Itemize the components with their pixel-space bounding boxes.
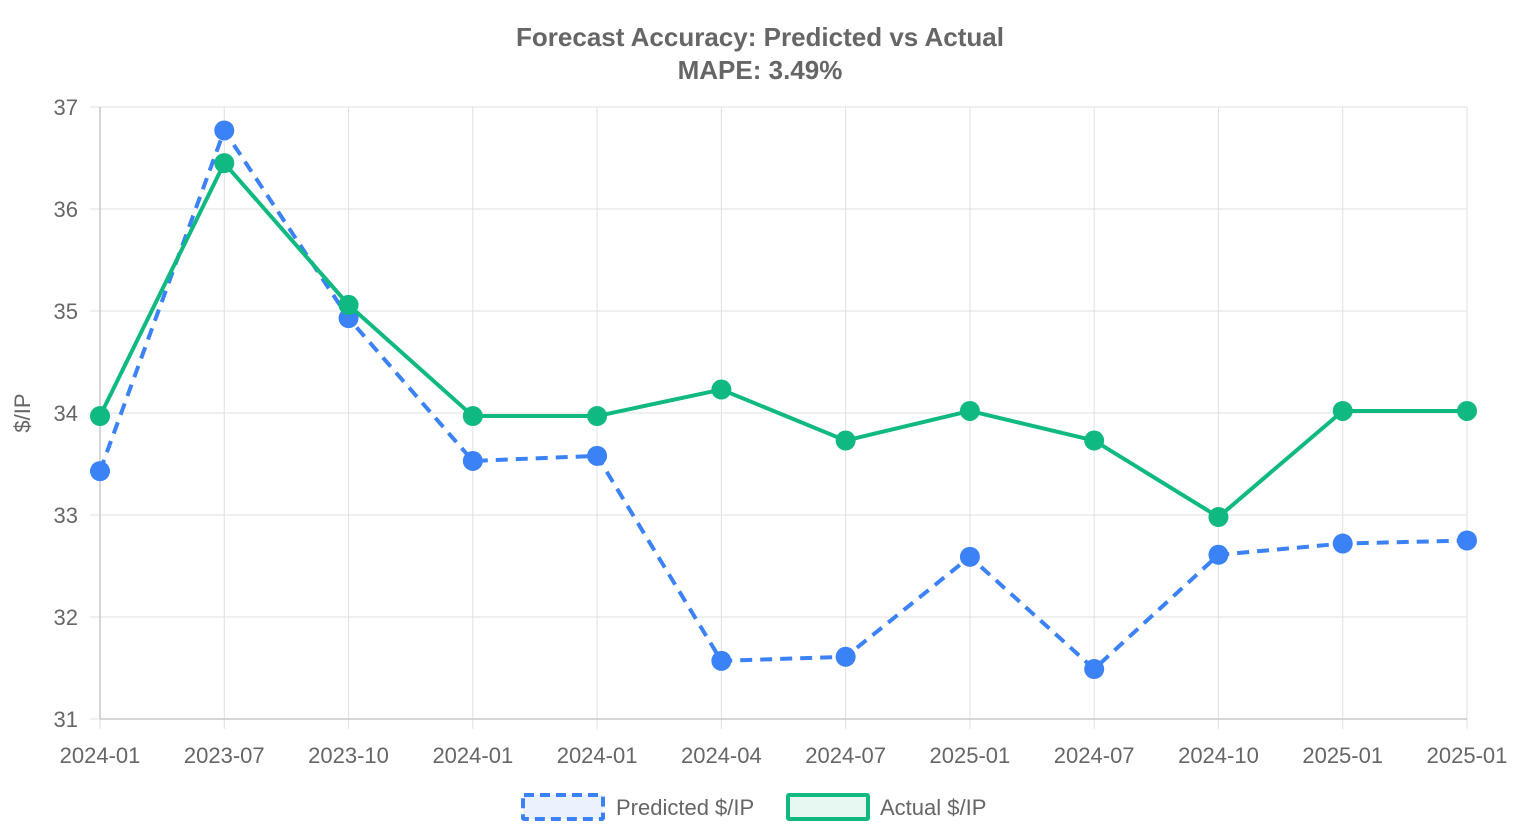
data-point[interactable] — [214, 153, 235, 174]
legend-swatch — [521, 793, 605, 821]
x-tick-label: 2024-07 — [1054, 743, 1135, 768]
data-point[interactable] — [711, 650, 732, 671]
data-point[interactable] — [462, 450, 483, 471]
data-point[interactable] — [1208, 544, 1229, 565]
series-line — [98, 128, 1468, 672]
data-point[interactable] — [1208, 507, 1229, 528]
y-tick-label: 34 — [54, 401, 78, 426]
y-tick-label: 37 — [54, 95, 78, 120]
data-point[interactable] — [1332, 533, 1353, 554]
series-predicted — [90, 120, 1477, 680]
y-tick-label: 33 — [54, 503, 78, 528]
series-line — [98, 161, 1467, 520]
data-point[interactable] — [711, 379, 732, 400]
data-point[interactable] — [835, 646, 856, 667]
legend-item-predicted[interactable]: Predicted $/IP — [521, 793, 754, 821]
x-tick-label: 2024-07 — [805, 743, 886, 768]
y-tick-label: 36 — [54, 197, 78, 222]
y-tick-label: 31 — [54, 707, 78, 732]
x-tick-label: 2024-01 — [60, 743, 141, 768]
data-point[interactable] — [1332, 400, 1353, 421]
chart-subtitle: MAPE: 3.49% — [678, 55, 843, 85]
x-tick-label: 2025-01 — [1427, 743, 1508, 768]
data-point[interactable] — [1457, 400, 1477, 421]
grid-layer — [90, 106, 1468, 729]
y-axis-title: $/IP — [10, 393, 35, 432]
series-layer — [90, 120, 1477, 680]
axis-layer: 31 32 33 34 35 36 37 2024-01 2023-07 2023-10 2024-… — [54, 95, 1508, 768]
x-tick-label: 2025-01 — [1302, 743, 1383, 768]
data-point[interactable] — [959, 546, 980, 567]
data-point[interactable] — [214, 120, 235, 141]
x-tick-label: 2023-10 — [308, 743, 389, 768]
data-point[interactable] — [90, 461, 110, 482]
x-tick-label: 2023-07 — [184, 743, 265, 768]
data-point[interactable] — [835, 430, 856, 451]
legend-label: Predicted $/IP — [616, 795, 754, 820]
data-point[interactable] — [462, 406, 483, 427]
legend[interactable]: Predicted $/IP Actual $/IP — [521, 793, 986, 821]
x-tick-label: 2024-01 — [432, 743, 513, 768]
legend-item-actual[interactable]: Actual $/IP — [786, 793, 986, 821]
data-point[interactable] — [1084, 430, 1105, 451]
series-actual — [90, 153, 1477, 528]
y-tick-label: 35 — [54, 299, 78, 324]
x-tick-label: 2024-10 — [1178, 743, 1259, 768]
y-tick-label: 32 — [54, 605, 78, 630]
data-point[interactable] — [338, 294, 359, 315]
x-tick-label: 2024-01 — [557, 743, 638, 768]
data-point[interactable] — [1457, 530, 1477, 551]
data-point[interactable] — [587, 445, 608, 466]
legend-swatch — [786, 793, 870, 821]
data-point[interactable] — [587, 406, 608, 427]
x-tick-label: 2024-04 — [681, 743, 762, 768]
chart-title: Forecast Accuracy: Predicted vs Actual — [516, 22, 1004, 52]
data-point[interactable] — [1084, 659, 1105, 680]
legend-label: Actual $/IP — [880, 795, 986, 820]
x-tick-label: 2025-01 — [930, 743, 1011, 768]
data-point[interactable] — [959, 400, 980, 421]
data-point[interactable] — [90, 406, 110, 427]
